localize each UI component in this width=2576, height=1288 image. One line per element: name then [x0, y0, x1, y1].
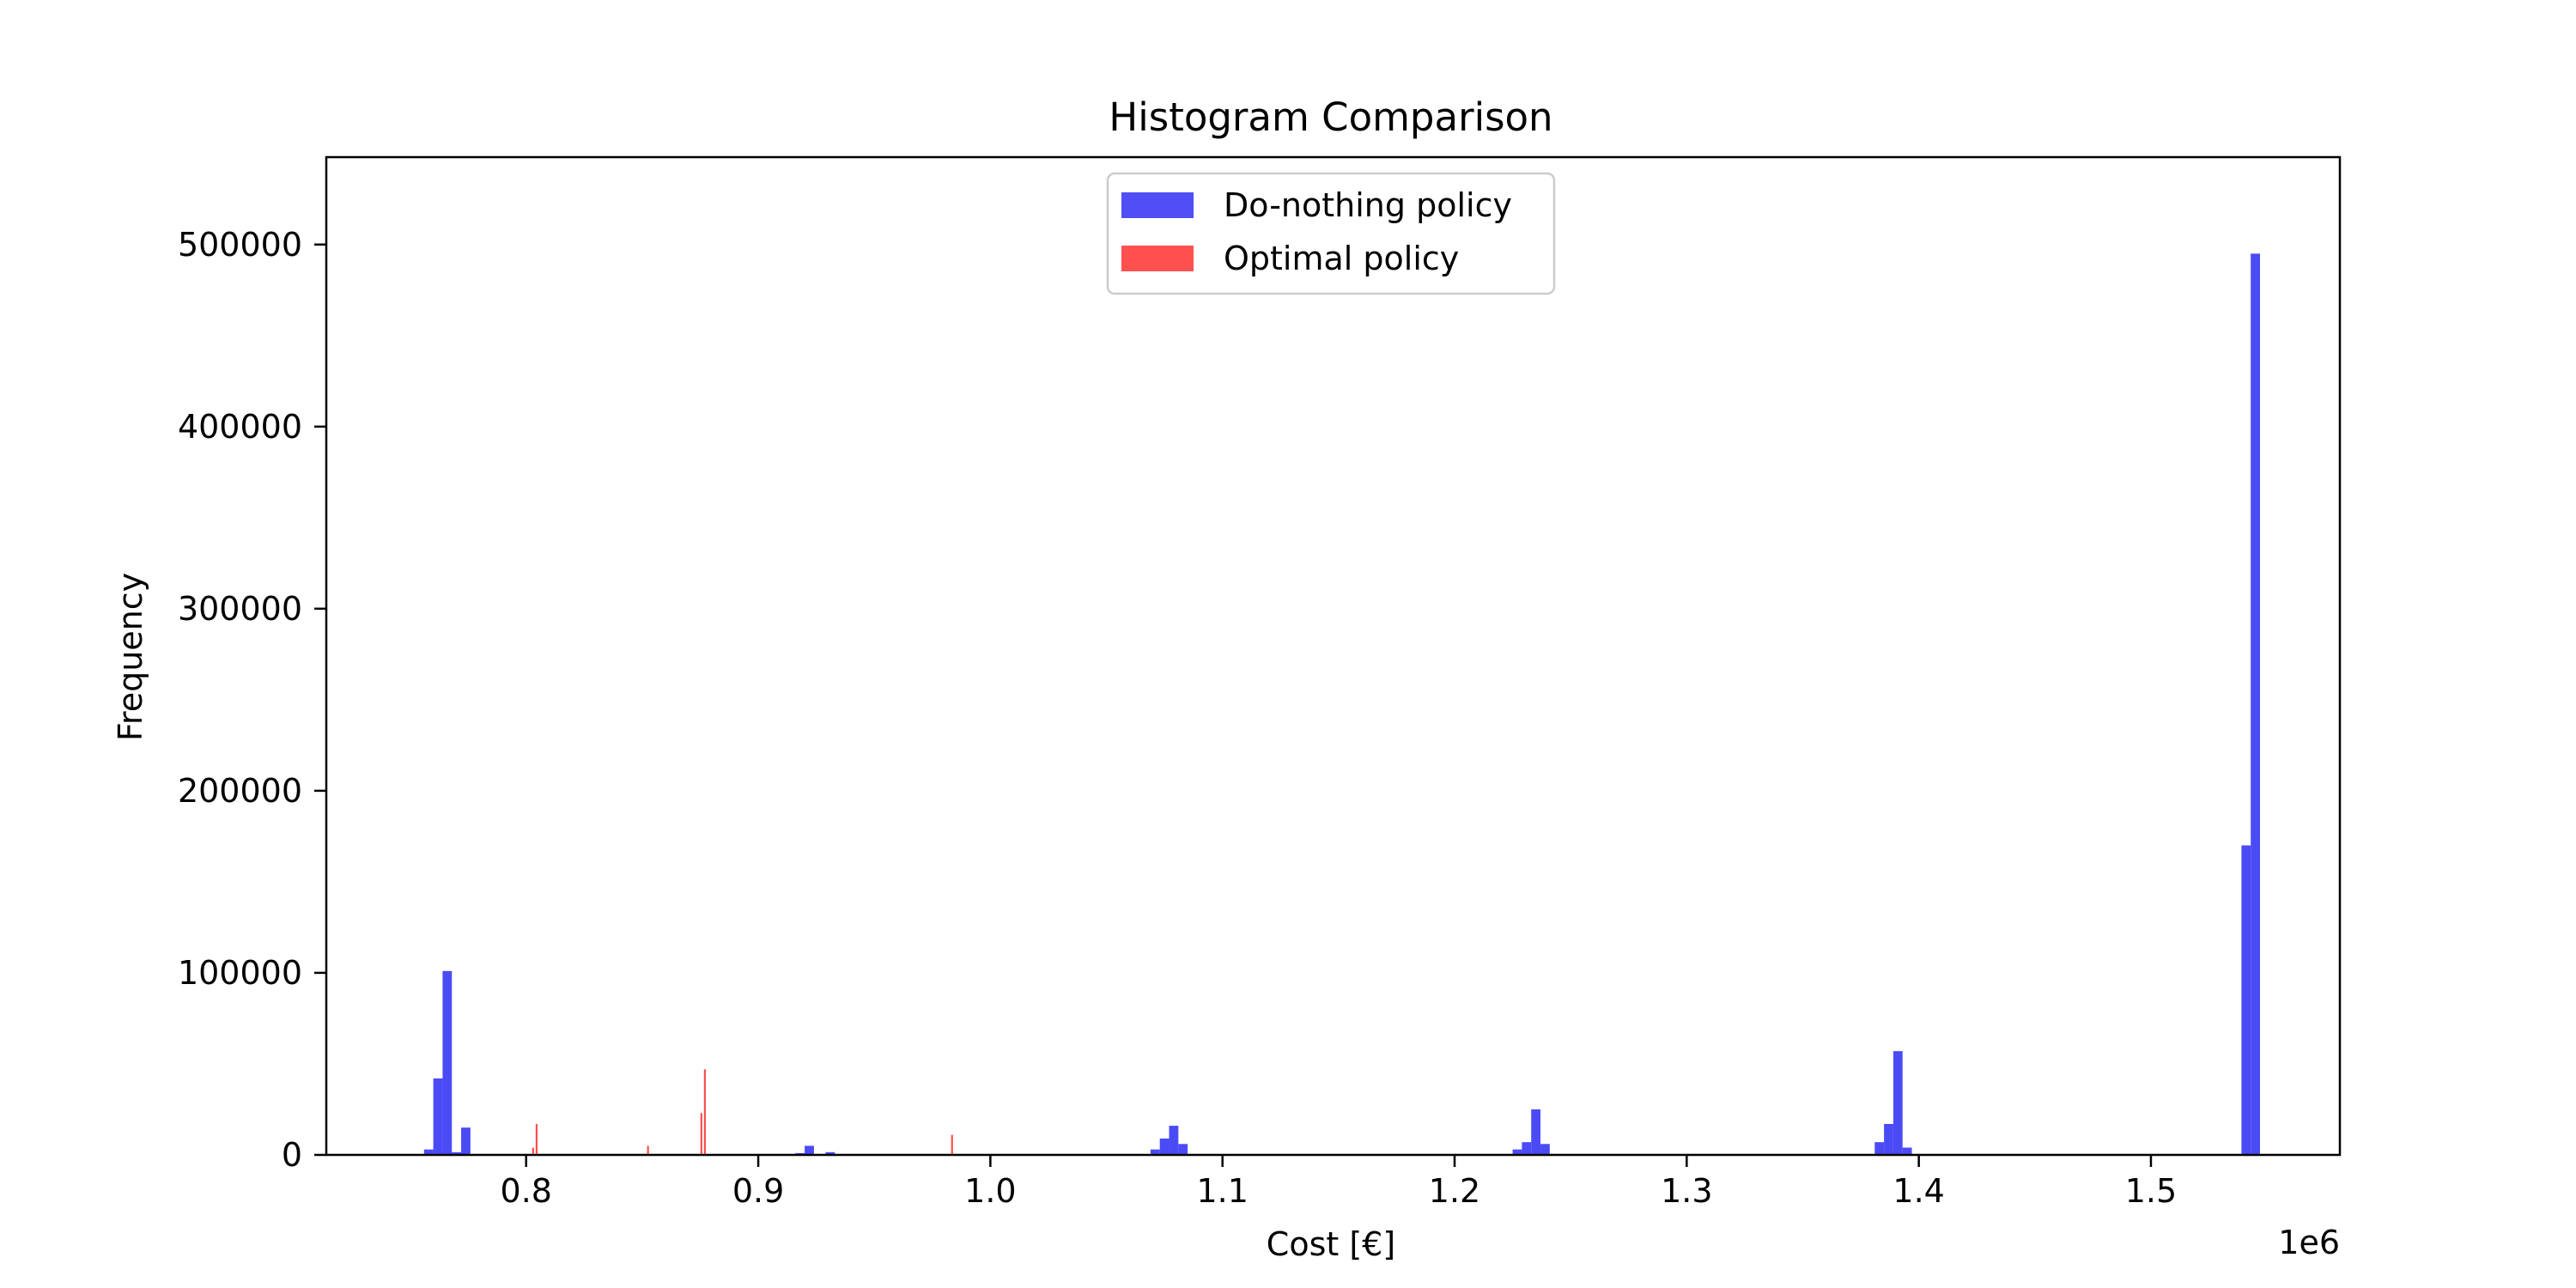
- x-axis-label: Cost [€]: [1267, 1225, 1395, 1263]
- x-tick-label: 1.1: [1196, 1172, 1248, 1210]
- y-tick-label: 100000: [178, 954, 302, 992]
- histogram-bar-optimal-1: [535, 1123, 538, 1155]
- histogram-bar-do-nothing-3: [452, 1151, 462, 1155]
- histogram-bar-optimal-5: [951, 1134, 953, 1155]
- y-tick-label: 200000: [178, 772, 302, 810]
- bars-layer: [423, 253, 2261, 1155]
- legend-swatch-optimal: [1121, 246, 1194, 271]
- histogram-bar-do-nothing-10: [1169, 1126, 1179, 1155]
- histogram-bar-optimal-0: [532, 1147, 534, 1155]
- histogram-bar-do-nothing-4: [461, 1127, 471, 1155]
- histogram-bar-do-nothing-15: [1540, 1144, 1550, 1155]
- legend-label-do-nothing: Do-nothing policy: [1224, 186, 1512, 224]
- x-tick-label: 1.0: [964, 1172, 1016, 1210]
- histogram-bar-do-nothing-20: [2241, 845, 2251, 1155]
- histogram-bar-do-nothing-13: [1522, 1142, 1532, 1155]
- histogram-bar-do-nothing-11: [1178, 1144, 1188, 1155]
- histogram-bar-optimal-3: [700, 1113, 702, 1155]
- y-tick-label: 500000: [178, 226, 302, 264]
- x-tick-label: 1.3: [1661, 1172, 1712, 1210]
- plot-area-frame: [325, 155, 2342, 1157]
- histogram-bar-optimal-2: [647, 1145, 649, 1155]
- ticks-layer: 0.8 0.9 1.0 1.1 1.2 1.3 1.4 1.5 0 100000 200000 300…: [178, 226, 2177, 1210]
- y-tick-label: 0: [282, 1136, 302, 1174]
- histogram-bar-do-nothing-7: [825, 1151, 835, 1155]
- histogram-bar-do-nothing-18: [1893, 1051, 1903, 1155]
- histogram-bar-do-nothing-1: [433, 1078, 443, 1155]
- histogram-bar-do-nothing-19: [1902, 1147, 1912, 1155]
- x-axis-offset-label: 1e6: [2278, 1224, 2340, 1261]
- histogram-bar-do-nothing-21: [2251, 253, 2261, 1155]
- x-tick-label: 1.5: [2125, 1172, 2177, 1210]
- x-tick-label: 1.2: [1429, 1172, 1480, 1210]
- chart-title: Histogram Comparison: [1109, 94, 1552, 140]
- legend-swatch-do-nothing: [1121, 192, 1194, 218]
- histogram-bar-do-nothing-17: [1884, 1123, 1893, 1155]
- x-tick-label: 0.8: [501, 1172, 552, 1210]
- legend-frame: [1106, 172, 1556, 295]
- histogram-bar-do-nothing-8: [1150, 1149, 1160, 1155]
- legend: Do-nothing policy Optimal policy: [1106, 172, 1556, 295]
- legend-label-optimal: Optimal policy: [1224, 240, 1459, 277]
- histogram-bar-do-nothing-14: [1531, 1109, 1541, 1155]
- x-tick-label: 0.9: [732, 1172, 784, 1210]
- x-tick-label: 1.4: [1893, 1172, 1944, 1210]
- histogram-bar-do-nothing-16: [1874, 1142, 1885, 1155]
- histogram-bar-do-nothing-9: [1159, 1138, 1170, 1155]
- histogram-bar-optimal-4: [703, 1069, 706, 1155]
- histogram-bar-do-nothing-12: [1512, 1149, 1522, 1155]
- y-tick-label: 300000: [178, 590, 302, 628]
- histogram-bar-do-nothing-2: [442, 970, 453, 1155]
- histogram-bar-do-nothing-0: [423, 1149, 434, 1155]
- histogram-bar-do-nothing-6: [805, 1145, 814, 1155]
- y-axis-label: Frequency: [112, 573, 149, 741]
- y-tick-label: 400000: [178, 408, 302, 446]
